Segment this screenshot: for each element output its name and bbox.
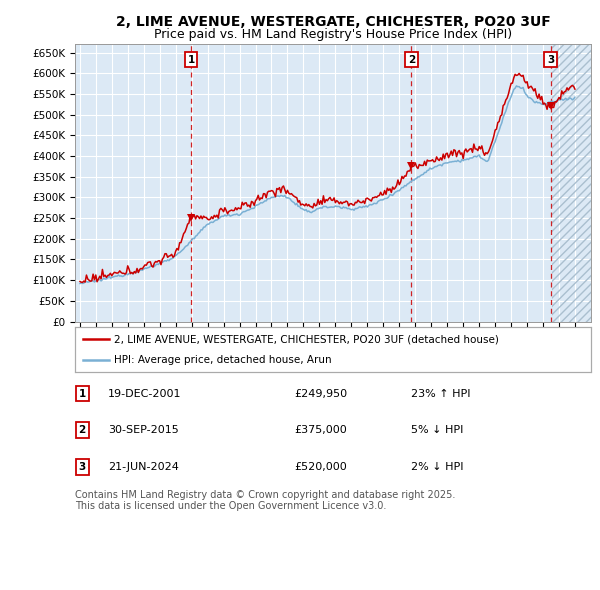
Text: 5% ↓ HPI: 5% ↓ HPI	[411, 425, 463, 435]
Text: 1: 1	[187, 54, 194, 64]
Text: 1: 1	[79, 389, 86, 398]
Text: 21-JUN-2024: 21-JUN-2024	[108, 462, 179, 471]
Text: £249,950: £249,950	[294, 389, 347, 398]
Text: 19-DEC-2001: 19-DEC-2001	[108, 389, 182, 398]
Text: 2: 2	[407, 54, 415, 64]
Text: Price paid vs. HM Land Registry's House Price Index (HPI): Price paid vs. HM Land Registry's House …	[154, 28, 512, 41]
Text: HPI: Average price, detached house, Arun: HPI: Average price, detached house, Arun	[114, 355, 331, 365]
Text: 3: 3	[547, 54, 554, 64]
Text: 2, LIME AVENUE, WESTERGATE, CHICHESTER, PO20 3UF (detached house): 2, LIME AVENUE, WESTERGATE, CHICHESTER, …	[114, 335, 499, 345]
Text: 2: 2	[79, 425, 86, 435]
Text: 3: 3	[79, 462, 86, 471]
Text: 2, LIME AVENUE, WESTERGATE, CHICHESTER, PO20 3UF: 2, LIME AVENUE, WESTERGATE, CHICHESTER, …	[116, 15, 550, 30]
Text: Contains HM Land Registry data © Crown copyright and database right 2025.
This d: Contains HM Land Registry data © Crown c…	[75, 490, 455, 512]
Text: £520,000: £520,000	[294, 462, 347, 471]
Text: 30-SEP-2015: 30-SEP-2015	[108, 425, 179, 435]
Text: 2% ↓ HPI: 2% ↓ HPI	[411, 462, 464, 471]
Bar	[552, 44, 591, 322]
Text: £375,000: £375,000	[294, 425, 347, 435]
Text: 23% ↑ HPI: 23% ↑ HPI	[411, 389, 470, 398]
